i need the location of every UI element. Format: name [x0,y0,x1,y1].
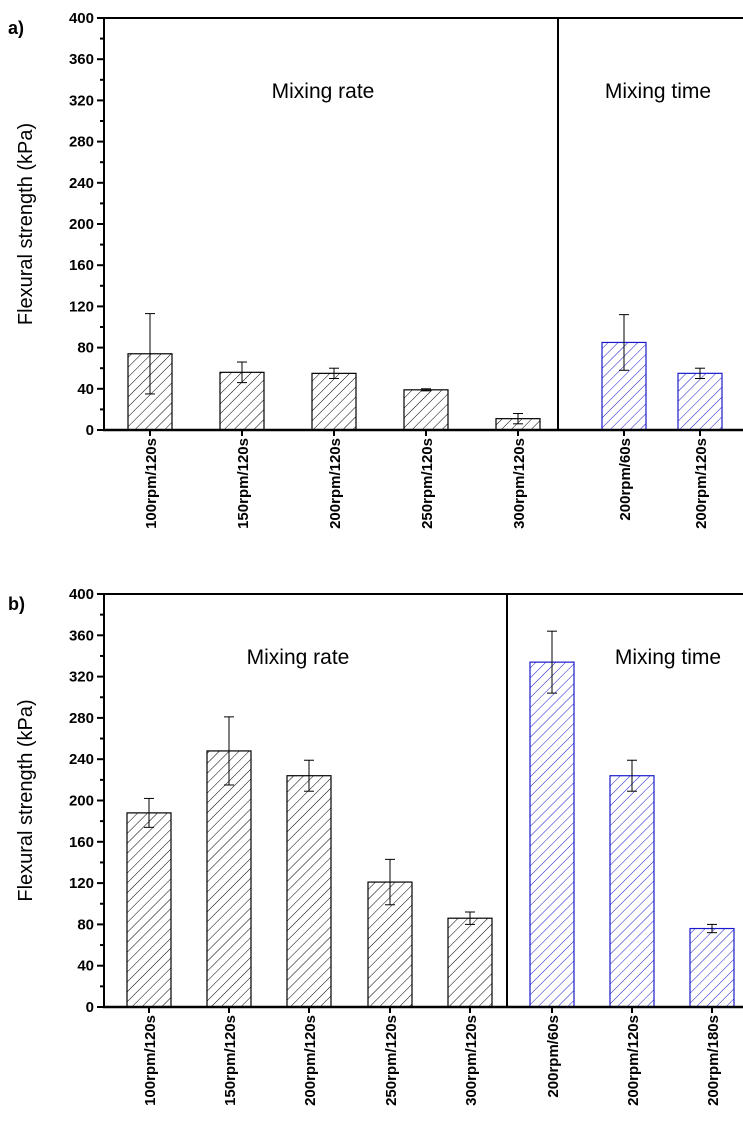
bar-time [529,661,575,1008]
bar-rate [447,917,493,1008]
x-category-label: 250rpm/120s [419,438,436,529]
y-tick-label: 120 [69,298,94,315]
y-tick-label: 200 [69,216,94,233]
y-tick-label: 200 [69,793,94,810]
bar-time [677,372,723,431]
bar-rate [286,775,332,1008]
x-category-label: 250rpm/120s [383,1015,400,1106]
y-tick-label: 160 [69,257,94,274]
y-tick-label: 160 [69,834,94,851]
y-tick-label: 320 [69,92,94,109]
x-category-label: 200rpm/120s [302,1015,319,1106]
bar-rate [126,812,172,1008]
panel-letter: a) [8,18,24,38]
x-category-label: 200rpm/120s [693,438,710,529]
section-label-rate: Mixing rate [272,80,375,103]
y-tick-label: 0 [86,999,94,1016]
chart-panel-a: a) Flexural strength (kPa) 0 40 80 120 160 200 2… [8,10,743,529]
y-tick-label: 40 [77,381,94,398]
y-tick-label: 320 [69,669,94,686]
bar-time [609,775,655,1008]
y-tick-label: 240 [69,175,94,192]
x-category-label: 100rpm/120s [142,1015,159,1106]
x-category-label: 150rpm/120s [235,438,252,529]
y-axis-title: Flexural strength (kPa) [15,699,37,901]
bar-time [689,927,735,1008]
bar-rate [206,750,252,1008]
section-label-time: Mixing time [615,646,721,669]
chart-panel-b: b) Flexural strength (kPa) 0 40 80 120 160 200 2… [8,586,743,1106]
bar-rate [311,372,357,431]
panel-letter: b) [8,594,25,614]
x-category-label: 200rpm/60s [617,438,634,521]
y-tick-label: 360 [69,51,94,68]
y-tick-label: 120 [69,875,94,892]
y-tick-label: 0 [86,422,94,439]
y-tick-label: 80 [77,340,94,357]
x-category-label: 100rpm/120s [143,438,160,529]
y-tick-label: 40 [77,958,94,975]
x-category-label: 150rpm/120s [222,1015,239,1106]
y-tick-label: 240 [69,751,94,768]
section-label-time: Mixing time [605,80,711,103]
y-tick-label: 400 [69,10,94,27]
x-category-label: 200rpm/60s [545,1015,562,1098]
x-category-label: 200rpm/180s [705,1015,722,1106]
section-label-rate: Mixing rate [247,646,350,669]
y-tick-label: 80 [77,916,94,933]
y-tick-label: 280 [69,134,94,151]
y-axis-title: Flexural strength (kPa) [15,123,37,325]
x-category-label: 300rpm/120s [511,438,528,529]
x-category-label: 300rpm/120s [463,1015,480,1106]
y-tick-label: 400 [69,586,94,603]
x-category-label: 200rpm/120s [327,438,344,529]
bar-rate [403,389,449,431]
x-category-label: 200rpm/120s [625,1015,642,1106]
y-tick-label: 280 [69,710,94,727]
y-tick-label: 360 [69,627,94,644]
